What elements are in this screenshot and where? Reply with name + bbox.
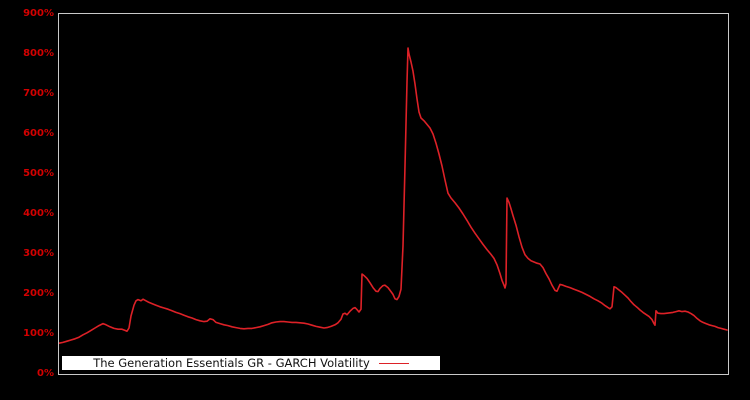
y-tick-label: 600%: [23, 128, 54, 139]
y-tick-label: 700%: [23, 88, 54, 99]
y-axis: 0% 100% 200% 300% 400% 500% 600% 700% 800% 900%: [0, 0, 54, 400]
y-tick-label: 200%: [23, 288, 54, 299]
legend: The Generation Essentials GR - GARCH Vol…: [62, 356, 440, 370]
plot-area-border: [58, 13, 729, 375]
y-tick-label: 900%: [23, 8, 54, 19]
plot-area: [59, 47, 728, 345]
y-tick-label: 500%: [23, 168, 54, 179]
y-tick-label: 800%: [23, 48, 54, 59]
legend-label: The Generation Essentials GR - GARCH Vol…: [93, 356, 370, 370]
y-tick-label: 100%: [23, 328, 54, 339]
volatility-line-series: [59, 47, 728, 345]
y-tick-label: 300%: [23, 248, 54, 259]
y-tick-label: 400%: [23, 208, 54, 219]
y-tick-label: 0%: [37, 368, 54, 379]
legend-line-swatch-icon: [378, 362, 409, 364]
